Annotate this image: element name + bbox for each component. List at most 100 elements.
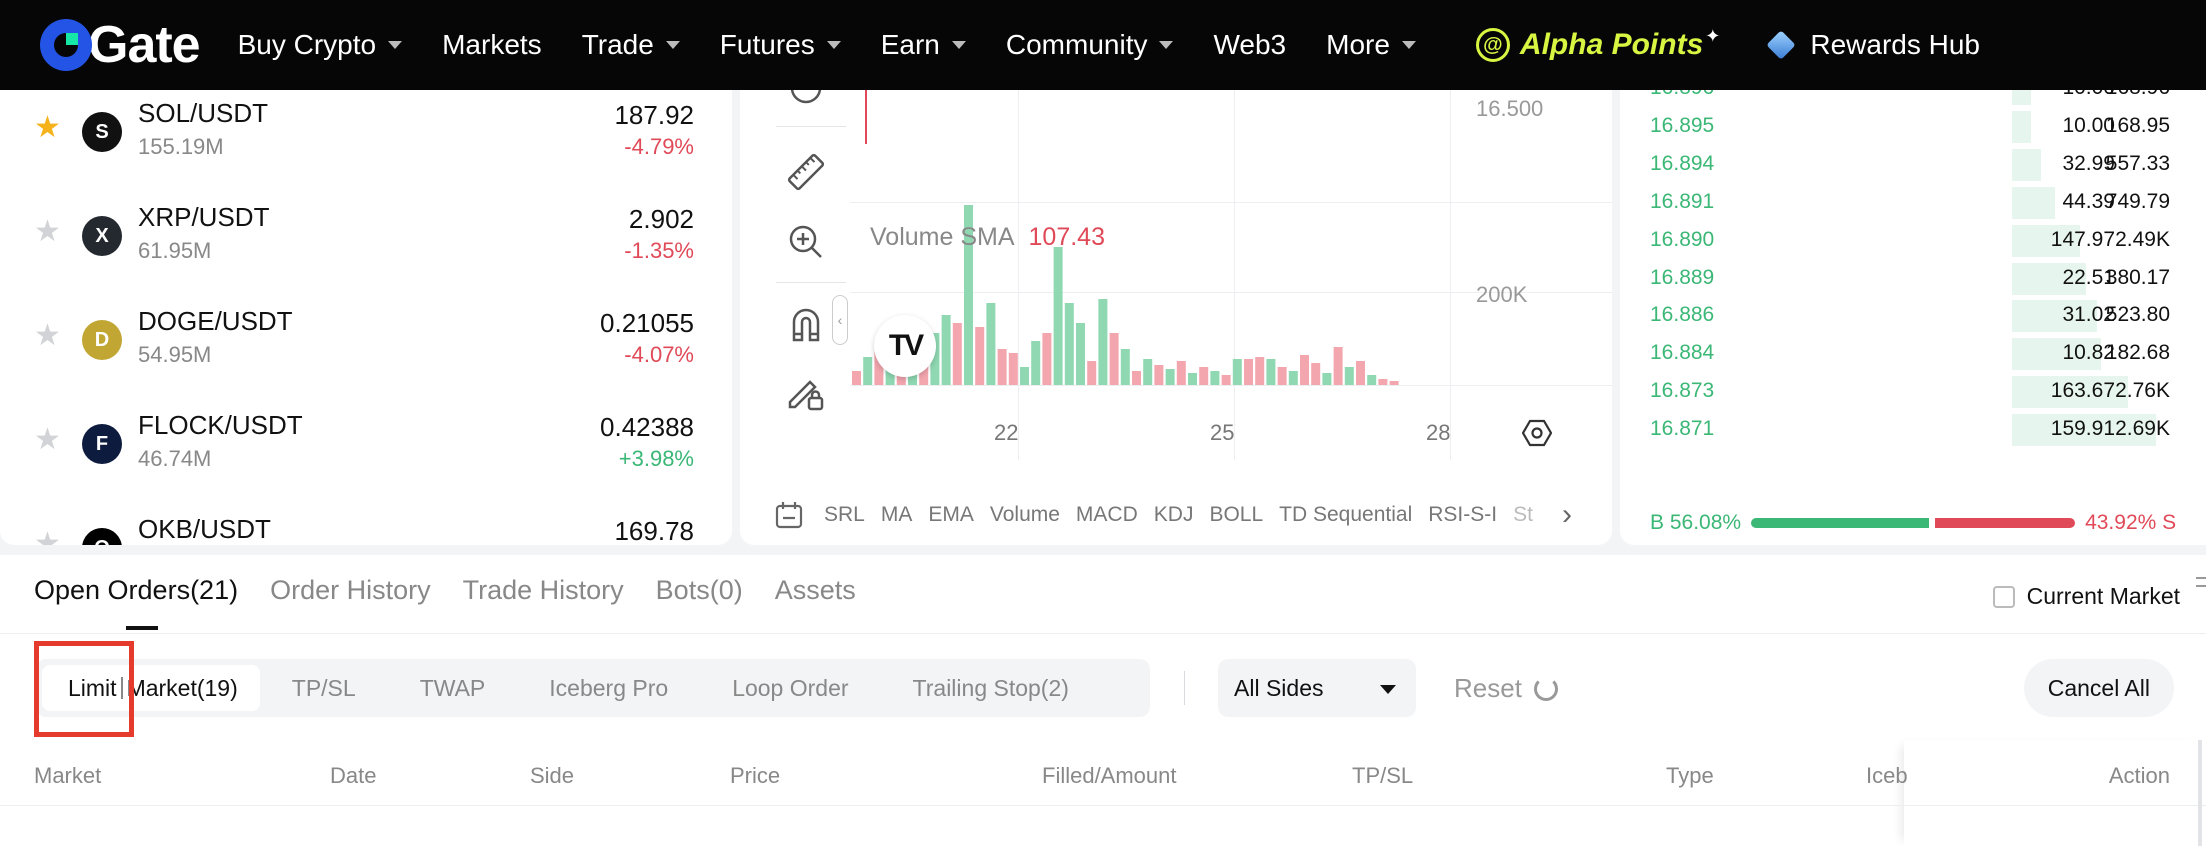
volume-bar xyxy=(975,327,985,385)
price-candle xyxy=(865,90,867,144)
alpha-points-link[interactable]: @ Alpha Points ✦ xyxy=(1475,26,1720,62)
order-book-row[interactable]: 16.891 44.39 749.79 xyxy=(1620,184,2206,222)
order-book-row[interactable]: 16.895 10.00 168.95 xyxy=(1620,108,2206,146)
star-icon[interactable]: ★ xyxy=(34,423,61,456)
nav-item-label: Trade xyxy=(581,29,654,60)
indicator-td-sequential[interactable]: TD Sequential xyxy=(1279,503,1413,526)
tab-trade-history[interactable]: Trade History xyxy=(462,575,624,605)
nav-item-markets[interactable]: Markets xyxy=(442,29,542,61)
volume-bar xyxy=(1389,381,1399,385)
star-icon[interactable]: ★ xyxy=(34,111,61,144)
market-row[interactable]: ★ X XRP/USDT 61.95M 2.902 -1.35% xyxy=(0,182,732,286)
book-amount: 159.91 xyxy=(2050,417,2115,441)
column-header-date: Date xyxy=(330,763,377,788)
volume-bar xyxy=(1322,373,1332,385)
current-market-toggle[interactable]: Current Market xyxy=(1992,583,2180,610)
market-row[interactable]: ★ S SOL/USDT 155.19M 187.92 -4.79% xyxy=(0,90,732,182)
current-market-checkbox[interactable] xyxy=(1992,585,2015,608)
subtab-tp-sl[interactable]: TP/SL xyxy=(291,674,356,701)
nav-item-community[interactable]: Community xyxy=(1006,29,1174,61)
market-row[interactable]: ★ F FLOCK/USDT 46.74M 0.42388 +3.98% xyxy=(0,390,732,494)
market-row[interactable]: ★ O OKB/USDT 169.78 xyxy=(0,494,732,545)
top-navigation: Gate Buy Crypto Markets Trade Futures Earn Co… xyxy=(0,0,2206,90)
market-price: 0.21055 xyxy=(600,308,694,338)
nav-item-buy-crypto[interactable]: Buy Crypto xyxy=(238,29,403,61)
market-row[interactable]: ★ D DOGE/USDT 54.95M 0.21055 -4.07% xyxy=(0,286,732,390)
nav-item-web3[interactable]: Web3 xyxy=(1213,29,1286,61)
lock-drawing-icon[interactable] xyxy=(786,372,826,412)
subtab-iceberg-pro[interactable]: Iceberg Pro xyxy=(549,674,669,701)
rewards-hub-link[interactable]: Rewards Hub xyxy=(1766,29,1980,61)
volume-bar xyxy=(1378,379,1388,385)
refresh-icon xyxy=(1533,676,1558,701)
indicator-ema[interactable]: EMA xyxy=(928,503,974,526)
order-book-row[interactable]: 16.884 10.82 182.68 xyxy=(1620,335,2206,373)
indicator-list: SRL MA EMA Volume MACD KDJ BOLL TD Sequential RS… xyxy=(824,503,1549,527)
tab-assets[interactable]: Assets xyxy=(774,575,856,605)
book-amount: 44.39 xyxy=(2062,189,2115,213)
book-amount: 10.82 xyxy=(2062,341,2115,365)
caret-down-icon xyxy=(388,41,403,49)
indicator-volume[interactable]: Volume xyxy=(989,503,1060,526)
ruler-icon[interactable] xyxy=(786,152,826,192)
market-change: -4.07% xyxy=(624,342,694,367)
nav-item-trade[interactable]: Trade xyxy=(582,29,680,61)
star-icon[interactable]: ★ xyxy=(34,319,61,352)
subtab-loop-order[interactable]: Loop Order xyxy=(732,674,849,701)
volume-bar xyxy=(1188,373,1197,385)
reset-button[interactable]: Reset xyxy=(1454,673,1558,704)
subtab-trailing-stop[interactable]: Trailing Stop(2) xyxy=(912,674,1069,701)
order-book-row[interactable]: 16.889 22.51 380.17 xyxy=(1620,260,2206,298)
order-book-row[interactable]: 16.871 159.91 2.69K xyxy=(1620,411,2206,449)
menu-icon[interactable] xyxy=(2196,577,2206,593)
indicator-st[interactable]: St xyxy=(1513,503,1533,526)
tab-open-orders[interactable]: Open Orders(21) xyxy=(34,575,239,605)
sides-dropdown[interactable]: All Sides xyxy=(1218,659,1416,717)
indicator-boll[interactable]: BOLL xyxy=(1209,503,1264,526)
vertical-scrollbar[interactable] xyxy=(2198,740,2202,846)
magnet-icon[interactable] xyxy=(786,304,826,344)
subtab-limit-market[interactable]: Limit Market(19) xyxy=(42,665,260,711)
indicator-srl[interactable]: SRL xyxy=(824,503,865,526)
price-axis-tick: 16.500 xyxy=(1476,96,1544,121)
collapse-toolbar-button[interactable]: ‹ xyxy=(832,295,848,345)
subtab-twap[interactable]: TWAP xyxy=(419,674,486,701)
market-pair: DOGE/USDT xyxy=(138,306,293,336)
indicator-kdj[interactable]: KDJ xyxy=(1153,503,1194,526)
drawing-toolbar xyxy=(758,90,846,480)
grid-line xyxy=(1234,90,1235,460)
calendar-icon[interactable] xyxy=(774,500,804,530)
orders-table-header: Market Date Side Price Filled/Amount TP/SL Typ… xyxy=(0,755,2206,805)
nav-item-label: Community xyxy=(1005,29,1148,60)
volume-sma-legend: Volume SMA 107.43 xyxy=(870,223,1105,252)
volume-bar xyxy=(1031,341,1041,385)
subtab-market[interactable]: Market(19) xyxy=(126,674,238,701)
tab-bots[interactable]: Bots(0) xyxy=(655,575,743,605)
tab-order-history[interactable]: Order History xyxy=(270,575,431,605)
volume-bar xyxy=(1176,361,1186,385)
volume-bar xyxy=(1199,367,1209,385)
cancel-all-button[interactable]: Cancel All xyxy=(2023,659,2174,717)
star-icon[interactable]: ★ xyxy=(34,527,61,546)
nav-item-more[interactable]: More xyxy=(1326,29,1416,61)
order-book-row[interactable]: 16.873 163.67 2.76K xyxy=(1620,373,2206,411)
gate-logo[interactable]: Gate xyxy=(40,0,201,90)
order-book-row[interactable]: 16.886 31.02 523.80 xyxy=(1620,297,2206,335)
chart-settings-icon[interactable] xyxy=(1522,418,1552,448)
subtab-limit[interactable]: Limit xyxy=(68,674,117,701)
circle-tool-icon[interactable] xyxy=(786,90,826,114)
volume-bar xyxy=(1064,303,1074,385)
chevron-right-icon[interactable]: › xyxy=(1562,498,1572,531)
x-axis-tick: 25 xyxy=(1210,420,1235,445)
indicator-ma[interactable]: MA xyxy=(880,503,913,526)
star-icon[interactable]: ★ xyxy=(34,215,61,248)
nav-item-earn[interactable]: Earn xyxy=(881,29,966,61)
tradingview-logo[interactable]: TV xyxy=(874,315,936,377)
nav-item-futures[interactable]: Futures xyxy=(720,29,841,61)
order-book-row[interactable]: 16.890 147.97 2.49K xyxy=(1620,222,2206,260)
indicator-macd[interactable]: MACD xyxy=(1075,503,1138,526)
indicator-rsi-s-i[interactable]: RSI-S-I xyxy=(1428,503,1498,526)
zoom-in-icon[interactable] xyxy=(786,222,826,262)
order-book-row[interactable]: 16.894 32.99 557.33 xyxy=(1620,146,2206,184)
